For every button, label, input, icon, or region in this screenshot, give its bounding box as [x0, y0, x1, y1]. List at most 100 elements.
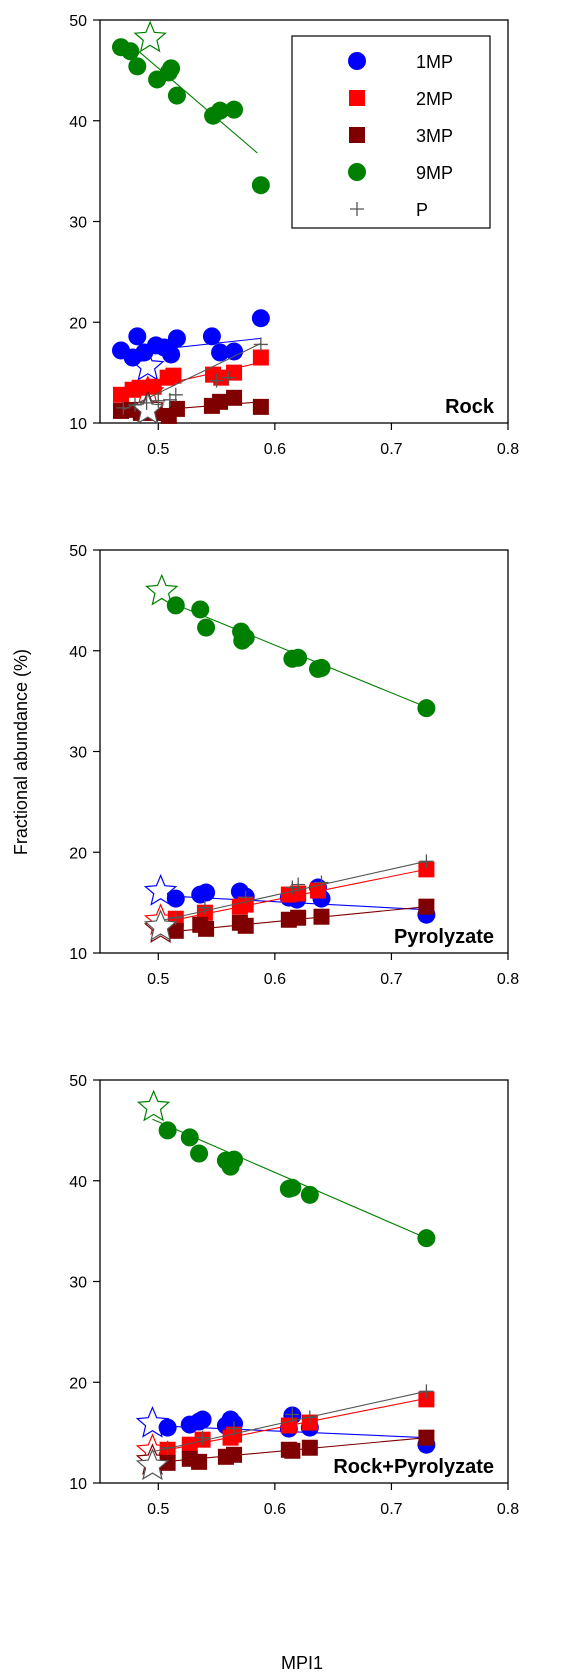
x-tick-label: 0.7 — [380, 1501, 402, 1518]
data-point — [252, 398, 269, 415]
data-point — [191, 1453, 208, 1470]
data-point — [158, 1418, 177, 1437]
legend-entry: 3MP — [416, 126, 453, 146]
data-point — [225, 100, 244, 119]
data-point — [151, 393, 166, 408]
data-point — [225, 342, 244, 361]
data-point — [202, 327, 221, 346]
legend-box — [291, 35, 491, 229]
y-axis-title: Fractional abundance (%) — [11, 649, 31, 855]
data-point — [226, 364, 243, 381]
data-point — [162, 59, 181, 78]
data-point — [166, 889, 185, 908]
x-tick-label: 0.8 — [497, 441, 519, 458]
data-point — [121, 42, 140, 61]
series-1MP — [111, 309, 270, 381]
y-tick-label: 50 — [69, 13, 87, 30]
x-tick-label: 0.8 — [497, 1501, 519, 1518]
data-point — [158, 1121, 177, 1140]
x-tick-label: 0.7 — [380, 971, 402, 988]
legend-entry: 2MP — [416, 89, 453, 109]
data-point — [300, 1185, 319, 1204]
legend: 1MP 2MP 3MP 9MP P — [291, 35, 491, 229]
data-point — [167, 86, 186, 105]
data-point — [198, 920, 215, 937]
y-tick-label: 40 — [69, 114, 87, 131]
data-point — [418, 1391, 435, 1408]
y-tick-label: 10 — [69, 416, 87, 433]
data-point — [165, 367, 182, 384]
data-point — [284, 1442, 301, 1459]
legend-marker — [349, 127, 365, 143]
data-point — [301, 1439, 318, 1456]
data-point — [197, 900, 212, 915]
y-tick-label: 40 — [69, 1174, 87, 1191]
y-tick-label: 10 — [69, 946, 87, 963]
data-point — [193, 1410, 212, 1429]
star-marker — [143, 909, 178, 942]
series-P — [116, 337, 268, 425]
data-point — [253, 337, 268, 352]
y-tick-label: 20 — [69, 845, 87, 862]
data-point — [197, 883, 216, 902]
x-tick-label: 0.5 — [147, 971, 169, 988]
data-point — [251, 309, 270, 328]
data-point — [162, 345, 181, 364]
data-point — [168, 910, 183, 925]
data-point — [418, 861, 435, 878]
fit-line — [129, 43, 258, 154]
data-point — [167, 329, 186, 348]
y-tick-label: 50 — [69, 543, 87, 560]
data-point — [211, 343, 230, 362]
data-point — [291, 877, 306, 892]
panel-label: Rock — [445, 396, 495, 418]
legend-entry: P — [416, 200, 428, 220]
data-point — [116, 400, 131, 415]
panel-1: 10 20 30 40 50 0.5 0.6 0.7 0.8 Rock 1MP 2MP 3MP 9MP P — [69, 13, 519, 458]
data-point — [227, 1421, 242, 1436]
y-tick-label: 30 — [69, 1275, 87, 1292]
panel-2: 10 20 30 40 50 0.5 0.6 0.7 0.8 Pyrolyzate — [69, 543, 519, 988]
data-point — [252, 349, 269, 366]
data-point — [290, 909, 307, 926]
data-point — [309, 882, 326, 899]
x-tick-label: 0.5 — [147, 1501, 169, 1518]
data-point — [314, 875, 329, 890]
data-point — [139, 395, 154, 410]
data-point — [221, 370, 236, 385]
data-point — [212, 393, 229, 410]
y-tick-label: 40 — [69, 644, 87, 661]
y-tick-label: 10 — [69, 1476, 87, 1493]
data-point — [168, 400, 185, 417]
data-point — [211, 101, 230, 120]
series-9MP — [145, 573, 436, 718]
data-point — [236, 628, 255, 647]
data-point — [417, 1229, 436, 1248]
data-point — [285, 1407, 300, 1422]
data-point — [418, 1429, 435, 1446]
data-point — [145, 378, 162, 395]
data-point — [181, 1436, 198, 1453]
data-point — [419, 854, 434, 869]
legend-entry: 1MP — [416, 52, 453, 72]
x-tick-label: 0.6 — [264, 1501, 286, 1518]
data-point — [166, 596, 185, 615]
data-point — [289, 648, 308, 667]
legend-marker — [348, 163, 366, 181]
data-point — [226, 1446, 243, 1463]
data-point — [312, 658, 331, 677]
data-point — [285, 880, 300, 895]
legend-marker — [349, 90, 365, 106]
legend-marker — [348, 52, 366, 70]
data-point — [180, 1128, 199, 1147]
x-tick-label: 0.7 — [380, 441, 402, 458]
data-point — [128, 57, 147, 76]
data-point — [419, 1384, 434, 1399]
data-point — [418, 898, 435, 915]
series-9MP — [136, 1089, 436, 1248]
panel-3: 10 20 30 40 50 0.5 0.6 0.7 0.8 Rock+Pyrolyzate — [69, 1073, 519, 1518]
data-point — [159, 1454, 176, 1471]
data-point — [283, 1178, 302, 1197]
y-tick-label: 20 — [69, 1375, 87, 1392]
